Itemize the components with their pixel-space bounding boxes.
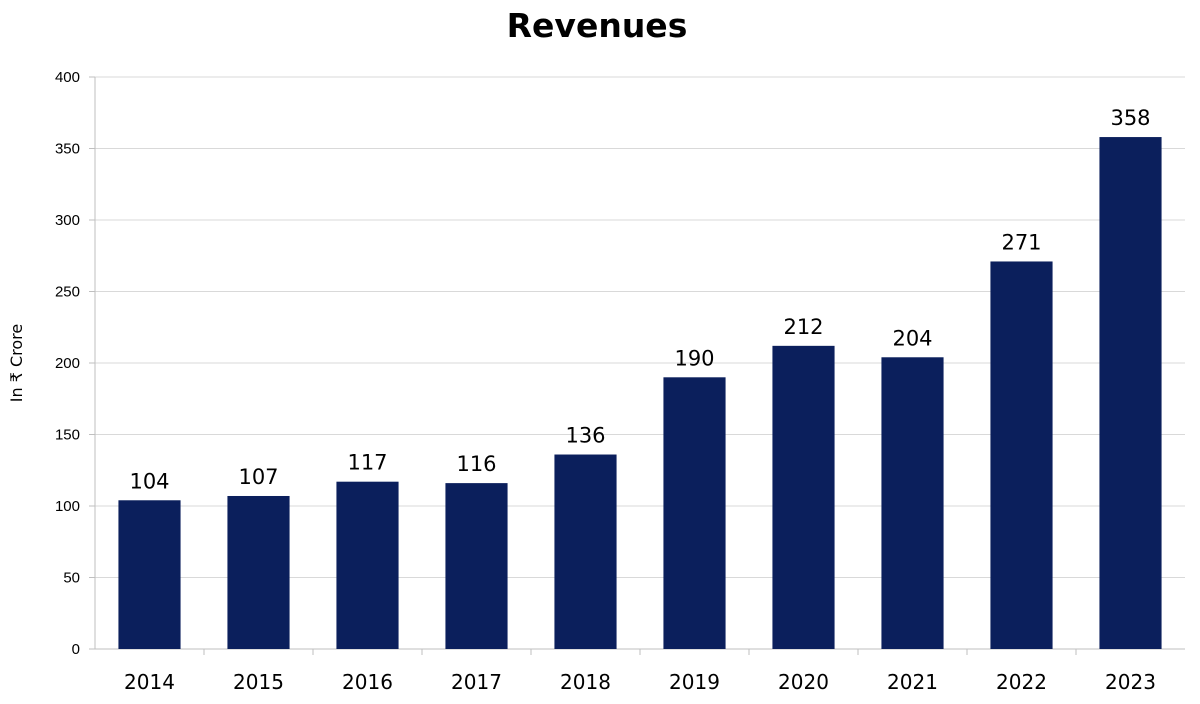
bar-2014 — [118, 500, 181, 649]
y-tick-label: 350 — [55, 141, 80, 158]
x-tick-label-2014: 2014 — [124, 670, 175, 694]
x-tick-label-2019: 2019 — [669, 670, 720, 694]
chart-title: Revenues — [507, 6, 688, 45]
bar-2015 — [227, 495, 290, 649]
x-tick-label-2020: 2020 — [778, 670, 829, 694]
x-tick-label-2017: 2017 — [451, 670, 502, 694]
y-tick-label: 300 — [55, 212, 80, 229]
bar-2018 — [554, 454, 617, 649]
x-tick-label-2016: 2016 — [342, 670, 393, 694]
y-tick-label: 150 — [55, 427, 80, 444]
data-label-2019: 190 — [674, 346, 714, 370]
data-label-2014: 104 — [129, 469, 169, 493]
x-tick-label-2018: 2018 — [560, 670, 611, 694]
data-label-2020: 212 — [783, 315, 823, 339]
bar-2017 — [445, 483, 508, 649]
x-axis-ticks: 2014 2015 2016 2017 2018 2019 2020 2021 2022 2023 — [124, 649, 1156, 694]
bar-2019 — [663, 377, 726, 649]
data-label-2015: 107 — [238, 465, 278, 489]
y-tick-label: 250 — [55, 284, 80, 301]
x-tick-label-2015: 2015 — [233, 670, 284, 694]
bar-2016 — [336, 481, 399, 649]
data-label-2016: 117 — [347, 451, 387, 475]
data-label-2022: 271 — [1001, 230, 1041, 254]
y-tick-label: 400 — [55, 69, 80, 86]
y-tick-label: 100 — [55, 498, 80, 515]
bars — [118, 137, 1162, 649]
data-label-2021: 204 — [892, 326, 932, 350]
x-tick-label-2022: 2022 — [996, 670, 1047, 694]
y-axis-ticks: 0 50 100 150 200 250 300 350 400 — [55, 69, 95, 658]
x-tick-label-2021: 2021 — [887, 670, 938, 694]
bar-2022 — [990, 261, 1053, 649]
bar-2023 — [1099, 137, 1162, 649]
data-label-2023: 358 — [1110, 106, 1150, 130]
y-tick-label: 50 — [63, 570, 80, 587]
x-tick-label-2023: 2023 — [1105, 670, 1156, 694]
bar-2020 — [772, 345, 835, 649]
bar-2021 — [881, 357, 944, 649]
y-axis-label: In ₹ Crore — [7, 324, 26, 402]
y-tick-label: 200 — [55, 355, 80, 372]
data-labels: 104 107 117 116 136 190 212 204 271 358 — [129, 106, 1150, 493]
data-label-2017: 116 — [456, 452, 496, 476]
data-label-2018: 136 — [565, 424, 605, 448]
y-tick-label: 0 — [72, 641, 80, 658]
